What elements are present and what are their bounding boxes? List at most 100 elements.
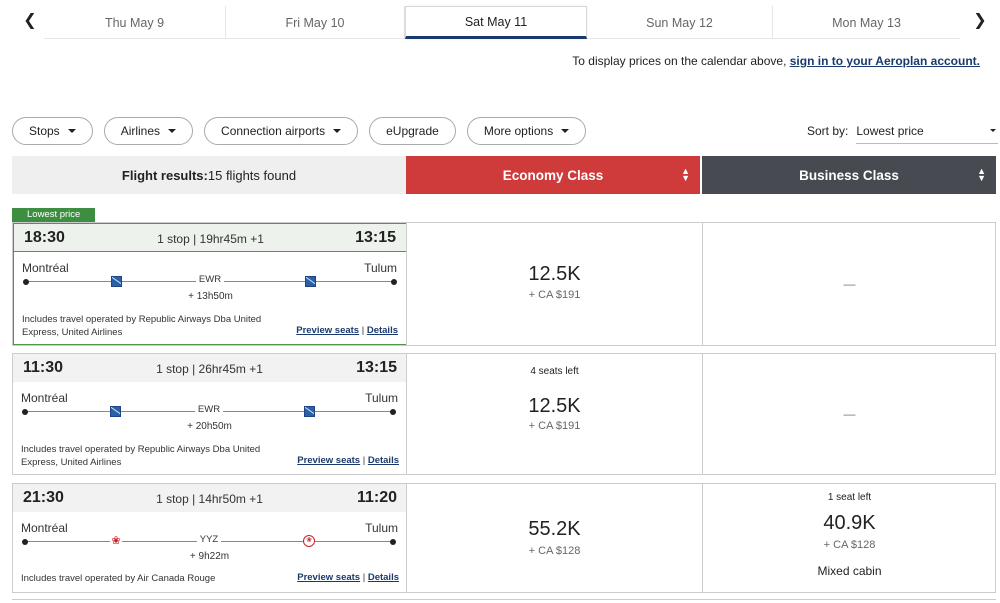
connection-airport: EWR [24, 274, 396, 285]
date-strip: ❮ Thu May 9 Fri May 10 Sat May 11 Sun Ma… [0, 0, 1000, 40]
date-tab-fri-may-10[interactable]: Fri May 10 [226, 6, 405, 39]
eupgrade-filter-button[interactable]: eUpgrade [369, 117, 456, 145]
sort-arrows-icon: ▲ ▼ [977, 166, 986, 183]
departure-time: 21:30 [23, 489, 64, 506]
details-link[interactable]: Details [366, 325, 398, 336]
preview-seats-link[interactable]: Preview seats [297, 455, 361, 466]
time-bar [14, 224, 407, 252]
operated-by: Includes travel operated by Republic Air… [21, 444, 261, 468]
departure-time: 18:30 [24, 229, 65, 246]
eupgrade-filter-label: eUpgrade [386, 124, 439, 138]
connection-airport: YYZ [23, 534, 395, 545]
link-separator: | [362, 455, 366, 466]
more-options-filter-label: More options [483, 124, 554, 138]
business-fare-cell: — [702, 223, 996, 345]
flight-itinerary[interactable]: 11:30 1 stop | 26hr45m +1 13:15 Montréal… [13, 354, 407, 474]
route-line: EWR [23, 274, 397, 287]
date-tab-sun-may-12[interactable]: Sun May 12 [587, 6, 773, 39]
caret-down-icon [67, 129, 76, 133]
connection-airport-code: EWR [195, 274, 225, 285]
time-bar [13, 484, 406, 512]
connection-airport-code: YYZ [196, 534, 222, 545]
flight-links: Preview seats | Details [297, 455, 399, 466]
flight-row: 21:30 1 stop | 14hr50m +1 11:20 Montréal… [12, 483, 996, 593]
details-link[interactable]: Details [367, 572, 399, 583]
operated-by: Includes travel operated by Air Canada R… [21, 573, 216, 584]
united-logo-icon [111, 276, 122, 287]
origin-dot-icon [22, 408, 28, 415]
mixed-cabin-note: Mixed cabin [817, 564, 882, 578]
economy-points: 12.5K [528, 263, 581, 285]
flight-results-count: 15 flights found [207, 167, 297, 183]
flight-itinerary[interactable]: 18:30 1 stop | 19hr45m +1 13:15 Montréal… [13, 223, 407, 345]
preview-seats-link[interactable]: Preview seats [296, 325, 360, 336]
origin-city: Montréal [21, 391, 68, 405]
connection-airport-code: EWR [194, 404, 224, 415]
flight-links: Preview seats | Details [296, 325, 398, 336]
flight-results-label: Flight results: [121, 167, 208, 183]
sort-arrows-icon: ▲ ▼ [681, 166, 690, 183]
business-fare-cell[interactable]: 1 seat left 40.9K + CA $128 Mixed cabin [702, 484, 996, 592]
arrival-time: 13:15 [355, 229, 396, 246]
layover-duration: + 13h50m [188, 291, 233, 302]
details-link[interactable]: Details [367, 455, 399, 466]
origin-dot-icon [23, 278, 29, 285]
connection-airports-filter-label: Connection airports [221, 124, 326, 138]
business-class-label: Business Class [799, 167, 899, 183]
economy-points: 55.2K [528, 518, 581, 540]
economy-class-label: Economy Class [502, 167, 604, 183]
date-tab-thu-may-9[interactable]: Thu May 9 [44, 6, 226, 39]
flight-links: Preview seats | Details [297, 572, 399, 583]
layover-duration: + 9h22m [189, 551, 230, 562]
sort-control: Sort by: Lowest price [807, 118, 999, 144]
destination-dot-icon [390, 408, 396, 415]
air-canada-rouge-logo-icon: ❀ [303, 535, 315, 547]
economy-fare-cell[interactable]: 55.2K + CA $128 [406, 484, 702, 592]
flight-row: 11:30 1 stop | 26hr45m +1 13:15 Montréal… [12, 353, 996, 475]
destination-city: Tulum [365, 391, 398, 405]
more-options-filter-button[interactable]: More options [466, 117, 587, 145]
connection-airports-filter-button[interactable]: Connection airports [204, 117, 359, 145]
economy-fare-cell[interactable]: 12.5K + CA $191 [406, 223, 702, 345]
airlines-filter-button[interactable]: Airlines [103, 117, 194, 145]
flight-row: 18:30 1 stop | 19hr45m +1 13:15 Montréal… [12, 222, 996, 346]
stops-duration: 1 stop | 19hr45m +1 [157, 232, 264, 246]
origin-dot-icon [22, 538, 28, 545]
chevron-right-icon[interactable]: ❯ [973, 12, 987, 29]
stops-duration: 1 stop | 26hr45m +1 [156, 362, 263, 376]
business-points: 40.9K [823, 512, 876, 534]
business-unavailable: — [843, 277, 856, 291]
economy-points: 12.5K [528, 395, 581, 417]
arrival-time: 11:20 [356, 489, 397, 506]
united-logo-icon [110, 406, 121, 417]
sort-select[interactable]: Lowest price [856, 118, 999, 144]
stops-filter-label: Stops [29, 124, 60, 138]
business-fare-cell: — [702, 354, 996, 474]
sort-value: Lowest price [856, 123, 924, 138]
economy-fare-cell[interactable]: 4 seats left 12.5K + CA $191 [406, 354, 702, 474]
operated-by: Includes travel operated by Republic Air… [22, 314, 262, 338]
economy-class-header[interactable]: Economy Class ▲ ▼ [406, 156, 700, 194]
flight-itinerary[interactable]: 21:30 1 stop | 14hr50m +1 11:20 Montréal… [13, 484, 407, 592]
stops-filter-button[interactable]: Stops [12, 117, 93, 145]
filter-bar: Stops Airlines Connection airports eUpgr… [12, 117, 587, 145]
signin-note-text: To display prices on the calendar above, [572, 54, 787, 68]
business-class-header[interactable]: Business Class ▲ ▼ [702, 156, 996, 194]
sort-label: Sort by: [807, 124, 849, 138]
preview-seats-link[interactable]: Preview seats [297, 572, 361, 583]
stops-duration: 1 stop | 14hr50m +1 [156, 492, 263, 506]
caret-down-icon [168, 129, 177, 133]
signin-link[interactable]: sign in to your Aeroplan account. [789, 54, 980, 68]
signin-note: To display prices on the calendar above,… [572, 54, 980, 68]
destination-city: Tulum [364, 261, 397, 275]
date-tab-sat-may-11[interactable]: Sat May 11 [405, 6, 587, 39]
airlines-filter-label: Airlines [120, 124, 161, 138]
seats-left: 4 seats left [530, 366, 579, 377]
caret-down-icon [561, 129, 570, 133]
departure-time: 11:30 [23, 359, 64, 376]
date-tab-mon-may-13[interactable]: Mon May 13 [832, 15, 901, 30]
business-cash: + CA $128 [823, 539, 876, 551]
economy-cash: + CA $128 [528, 545, 581, 557]
economy-cash: + CA $191 [528, 420, 581, 432]
chevron-left-icon[interactable]: ❮ [23, 12, 37, 29]
